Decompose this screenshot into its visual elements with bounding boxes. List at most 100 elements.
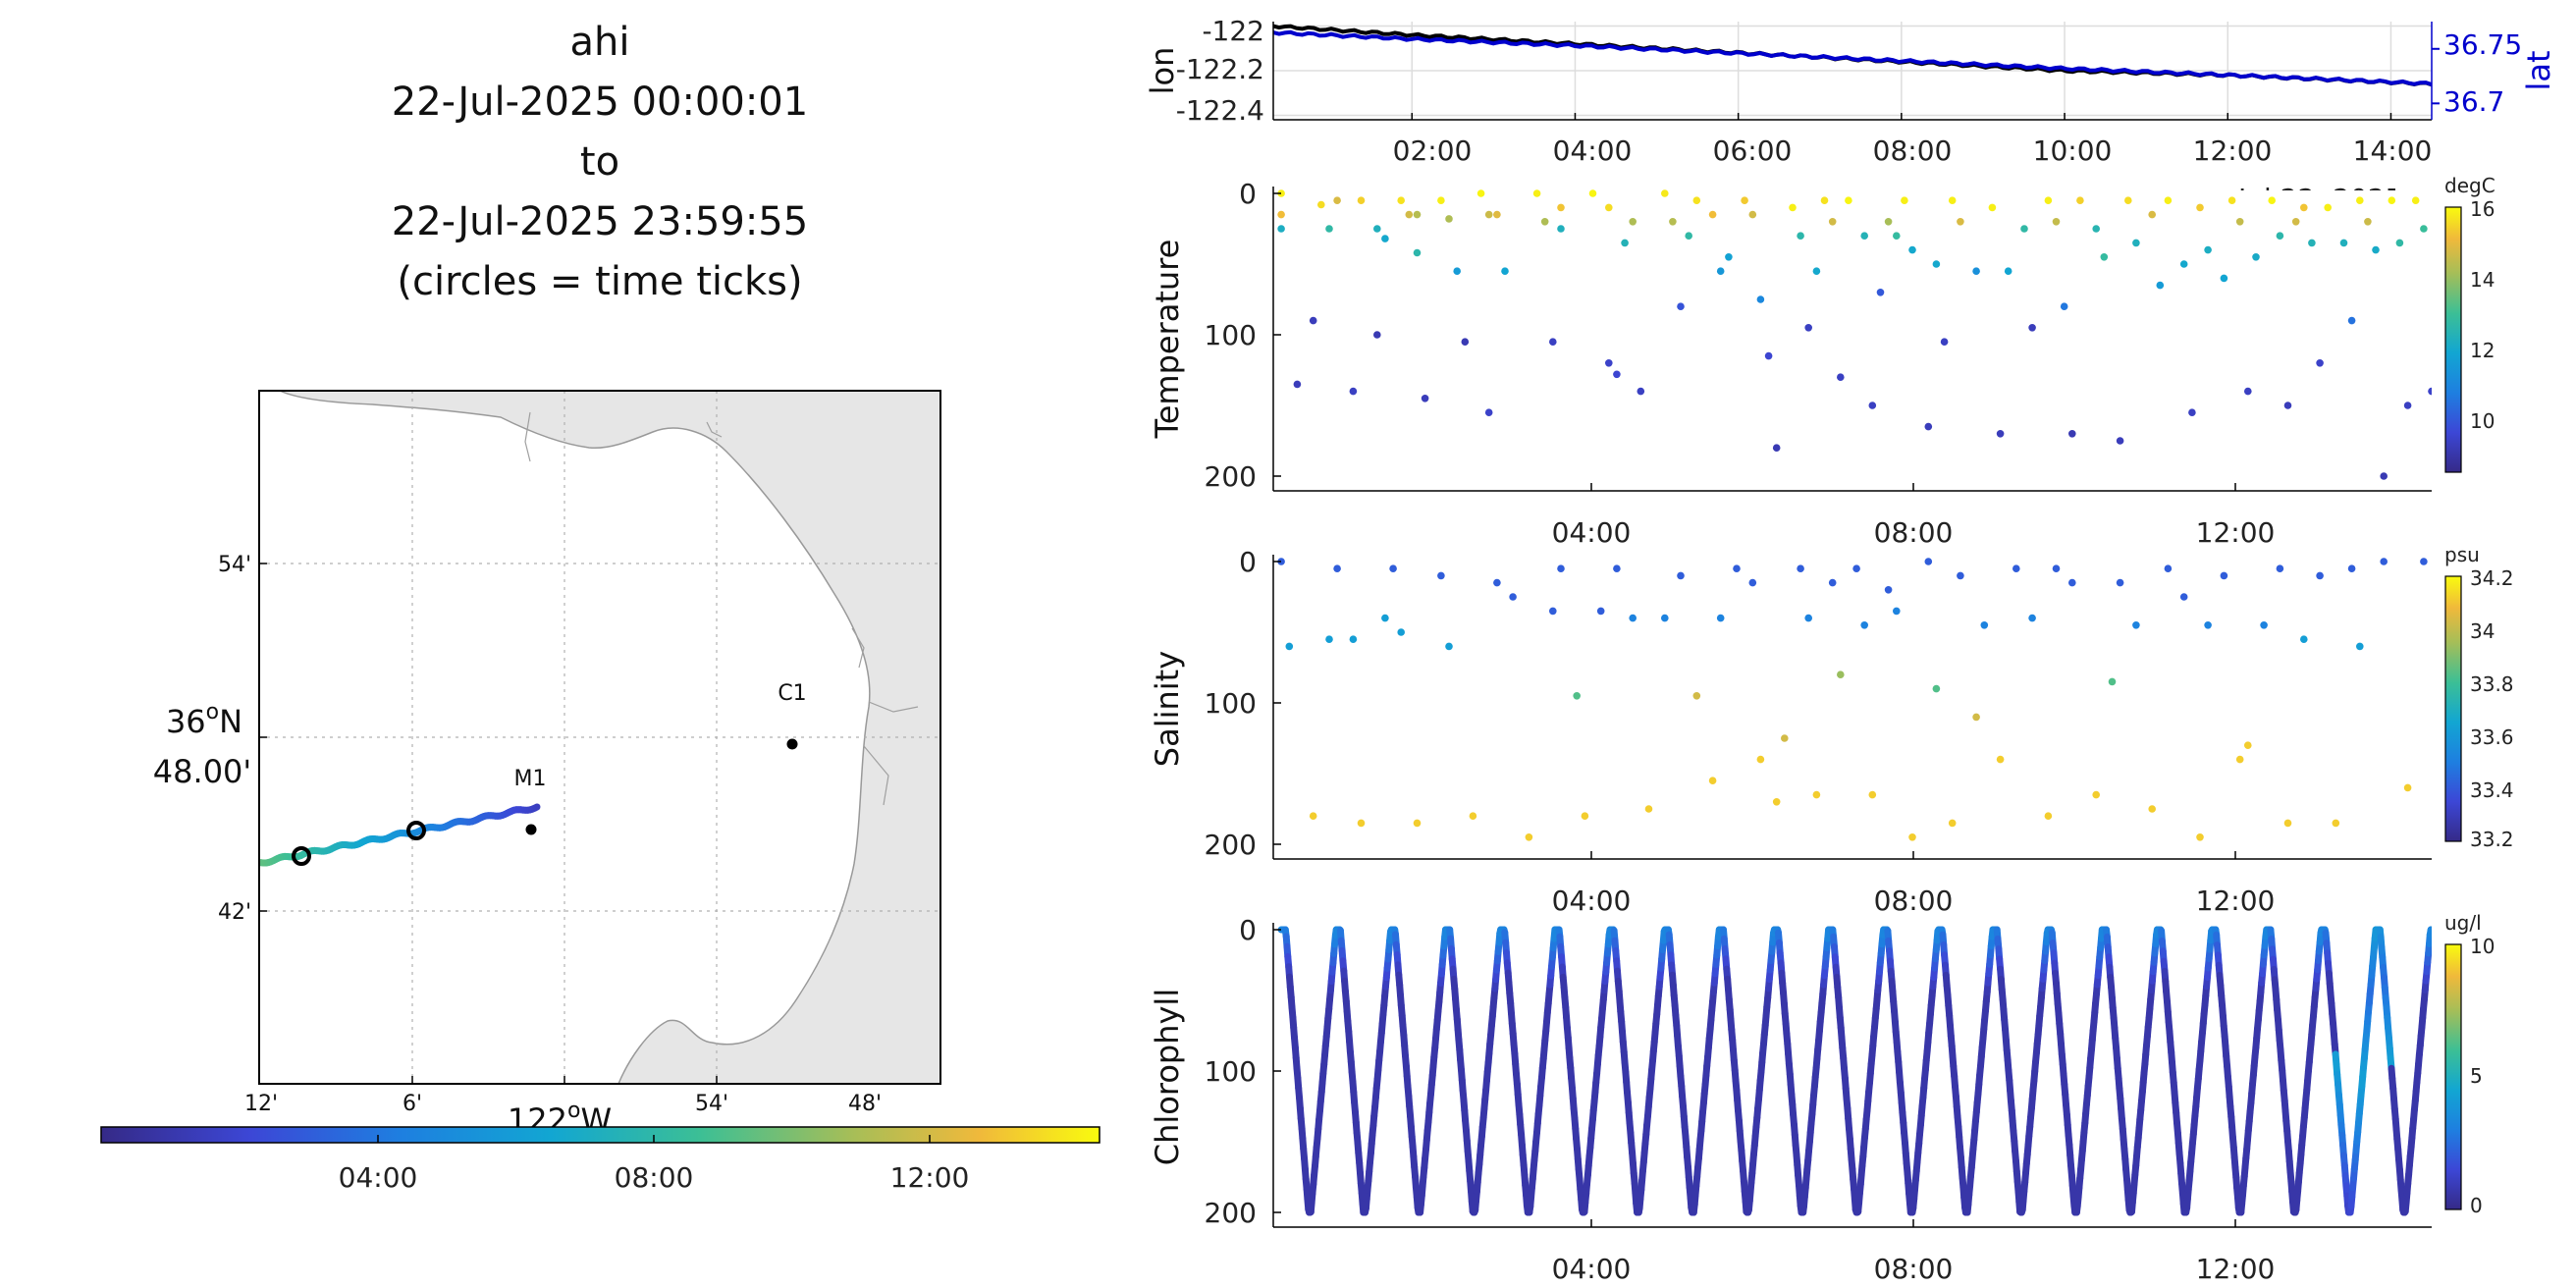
temperature-point	[2356, 196, 2364, 204]
temperature-point	[2220, 274, 2228, 283]
temperature-x-tick: 04:00	[1552, 516, 1632, 549]
salinity-y-tick: 200	[1205, 829, 1257, 861]
temperature-point	[1828, 218, 1837, 226]
salinity-point	[1733, 564, 1741, 572]
temperature-ticks	[1273, 192, 2236, 491]
salinity-point	[1381, 614, 1389, 622]
salinity-point	[2052, 564, 2061, 572]
salinity-axis-label: Salinity	[1149, 651, 1186, 767]
temperature-point	[1501, 267, 1509, 276]
temperature-point	[2339, 239, 2348, 247]
salinity-point	[2244, 741, 2252, 749]
map-river	[863, 745, 889, 806]
chlorophyll-chart: 0 100 200 04:00 08:00 12:00 Chlorophyll …	[1149, 911, 2495, 1285]
temperature-point	[1437, 196, 1445, 204]
salinity-point	[1613, 564, 1621, 572]
temperature-point	[1948, 196, 1957, 204]
temperature-point	[1461, 338, 1470, 347]
salinity-point	[1573, 692, 1581, 700]
chlorophyll-y-tick: 0	[1239, 914, 1257, 946]
temperature-point	[2068, 430, 2076, 438]
temperature-point	[1748, 210, 1757, 219]
temperature-point	[1325, 225, 1333, 233]
lon-lat-series	[1273, 24, 2432, 87]
temperature-point	[1476, 189, 1485, 197]
temperature-point	[1453, 267, 1461, 276]
salinity-x-tick: 08:00	[1874, 885, 1954, 917]
lon-lat-ticks	[1411, 47, 2440, 120]
chlorophyll-x-tick: 04:00	[1552, 1253, 1632, 1285]
salinity-colorbar-tick: 33.8	[2470, 672, 2514, 696]
chlorophyll-ticks	[1273, 929, 2236, 1227]
chlorophyll-y-tick: 100	[1205, 1055, 1257, 1088]
temperature-point	[2092, 225, 2100, 233]
salinity-point	[1549, 607, 1557, 616]
salinity-point	[1309, 812, 1317, 820]
temperature-point	[2004, 267, 2012, 276]
temperature-point	[2291, 218, 2300, 226]
salinity-point	[1596, 607, 1605, 616]
salinity-point	[1389, 564, 1397, 572]
temperature-point	[2276, 232, 2284, 240]
salinity-point	[1860, 621, 1868, 629]
temperature-point	[2235, 218, 2244, 226]
lon-lat-date-label: Jul 22, 2025	[2236, 183, 2402, 215]
salinity-point	[1509, 593, 1517, 601]
chlorophyll-profile	[1277, 926, 2432, 1216]
map-lon-tick: 6'	[402, 1092, 422, 1116]
map-river	[851, 627, 865, 669]
temperature-point	[1940, 338, 1949, 347]
station-m1-marker	[525, 824, 537, 835]
salinity-point	[1437, 571, 1445, 580]
map-title-line-2: 22-Jul-2025 00:00:01	[392, 80, 808, 125]
chlorophyll-colorbar-unit: ug/l	[2444, 911, 2482, 935]
salinity-point	[2420, 558, 2428, 565]
salinity-colorbar-tick: 33.2	[2470, 828, 2514, 851]
temperature-point	[2324, 203, 2332, 212]
temperature-axis-label: Temperature	[1149, 240, 1186, 440]
salinity-point	[1581, 812, 1589, 820]
temperature-point	[1484, 210, 1493, 219]
salinity-point	[2316, 571, 2324, 580]
salinity-point	[2356, 642, 2364, 651]
salinity-colorbar-unit: psu	[2444, 543, 2480, 566]
salinity-colorbar-tick: 34.2	[2470, 566, 2514, 590]
temperature-point	[1413, 248, 1422, 257]
temperature-point	[2124, 196, 2132, 204]
salinity-point	[2148, 805, 2156, 813]
map-lat-axis-label-line2: 48.00'	[153, 753, 251, 790]
temperature-point	[1357, 196, 1366, 204]
temperature-point	[1277, 210, 1285, 219]
temperature-point	[1413, 210, 1422, 219]
salinity-point	[1413, 819, 1422, 828]
salinity-point	[2132, 621, 2140, 629]
chlorophyll-colorbar-tick: 10	[2470, 935, 2495, 958]
salinity-point	[2068, 578, 2076, 587]
temperature-point	[2156, 281, 2165, 290]
salinity-chart: 0 100 200 04:00 08:00 12:00 Salinity psu…	[1149, 543, 2514, 917]
chlorophyll-y-tick: 200	[1205, 1197, 1257, 1229]
salinity-point	[1852, 564, 1860, 572]
map-title-line-4: 22-Jul-2025 23:59:55	[392, 199, 808, 244]
temperature-point	[2308, 239, 2316, 247]
temperature-point	[1708, 210, 1717, 219]
lon-lat-x-tick: 14:00	[2353, 134, 2433, 167]
chlorophyll-axis-label: Chlorophyll	[1149, 989, 1186, 1165]
lon-lat-x-tick: 04:00	[1553, 134, 1633, 167]
ship-track	[259, 803, 541, 867]
salinity-point	[1996, 755, 2005, 764]
temperature-point	[2100, 253, 2109, 261]
temperature-x-tick: 12:00	[2196, 516, 2276, 549]
time-colorbar-gradient	[100, 1126, 1100, 1144]
salinity-point	[1980, 621, 1989, 629]
temperature-point	[1725, 253, 1733, 261]
temperature-point	[1540, 218, 1549, 226]
chlorophyll-colorbar-tick: 5	[2470, 1064, 2483, 1088]
salinity-point	[1868, 790, 1877, 799]
temperature-points	[1277, 189, 2432, 480]
temperature-point	[1741, 196, 1748, 204]
temperature-point	[1421, 395, 1429, 402]
temperature-point	[1932, 260, 1941, 268]
salinity-point	[1357, 819, 1366, 828]
temperature-point	[1532, 189, 1541, 197]
